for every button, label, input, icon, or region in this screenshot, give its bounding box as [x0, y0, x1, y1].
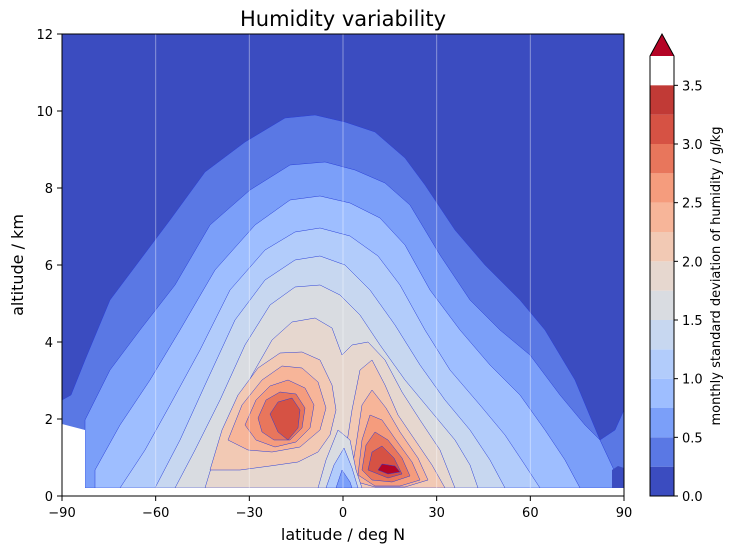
- data-gap-left: [62, 424, 85, 496]
- colorbar-tick-label: 0.5: [682, 431, 703, 446]
- y-tick-label: 4: [45, 336, 53, 351]
- southern-maximum: [209, 351, 337, 471]
- y-axis: 0 2 4 6 8 10 12: [36, 28, 62, 505]
- colorbar-tick-label: 3.0: [682, 138, 703, 153]
- colorbar-segment: [650, 437, 674, 467]
- x-tick-label: −90: [48, 506, 75, 521]
- colorbar-segment: [650, 232, 674, 262]
- data-gap-right-corner: [612, 466, 624, 488]
- colorbar-segment: [650, 85, 674, 115]
- data-gap-bottom: [62, 488, 624, 496]
- colorbar: 0.0 0.5 1.0 1.5 2.0 2.5 3.0 3.5: [649, 32, 703, 505]
- colorbar-tick-label: 1.5: [682, 314, 703, 329]
- colorbar-segment: [650, 261, 674, 291]
- y-tick-label: 10: [36, 105, 53, 120]
- colorbar-segment: [650, 378, 674, 408]
- y-axis-label: altitude / km: [8, 214, 27, 316]
- colorbar-segment: [650, 114, 674, 144]
- x-axis: −90 −60 −30 0 30 60 90: [48, 496, 632, 521]
- x-tick-label: 0: [339, 506, 347, 521]
- colorbar-frame: [649, 32, 675, 497]
- south-band-3.5: [269, 397, 301, 441]
- colorbar-segment: [650, 466, 674, 496]
- y-tick-label: 2: [45, 413, 53, 428]
- colorbar-label: monthly standard deviation of humidity /…: [709, 126, 724, 425]
- colorbar-extend-arrow: [650, 34, 674, 56]
- colorbar-segment: [650, 320, 674, 350]
- colorbar-tick-label: 2.0: [682, 255, 703, 270]
- y-tick-label: 8: [45, 182, 53, 197]
- x-tick-label: 30: [428, 506, 445, 521]
- y-tick-label: 0: [45, 490, 53, 505]
- y-tick-label: 12: [36, 28, 53, 43]
- x-tick-label: 90: [616, 506, 633, 521]
- x-tick-label: 60: [522, 506, 539, 521]
- colorbar-segment: [650, 290, 674, 320]
- north-band-max: [377, 463, 401, 475]
- northern-maximum: [337, 359, 446, 489]
- colorbar-tick-label: 3.5: [682, 79, 703, 94]
- gridlines: [155, 34, 531, 496]
- colorbar-tick-label: 2.5: [682, 197, 703, 212]
- x-axis-label: latitude / deg N: [281, 525, 405, 544]
- y-tick-label: 6: [45, 259, 53, 274]
- colorbar-tick-label: 0.0: [682, 490, 703, 505]
- colorbar-segment: [650, 349, 674, 379]
- colorbar-segment: [650, 144, 674, 174]
- plot-area: [61, 33, 625, 497]
- colorbar-segment: [650, 173, 674, 203]
- colorbar-segment: [650, 202, 674, 232]
- x-tick-label: −30: [236, 506, 263, 521]
- chart-title: Humidity variability: [240, 7, 446, 31]
- x-tick-label: −60: [142, 506, 169, 521]
- colorbar-tick-label: 1.0: [682, 373, 703, 388]
- colorbar-segment: [650, 408, 674, 438]
